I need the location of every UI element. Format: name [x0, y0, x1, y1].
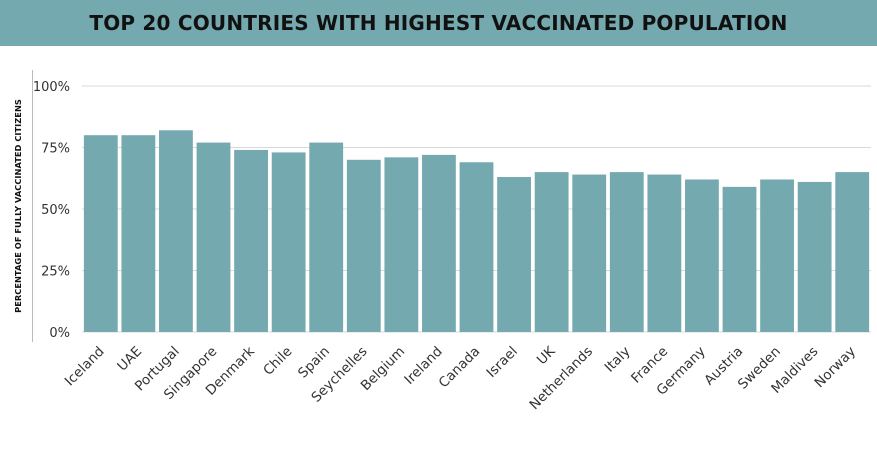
- bar: [83, 135, 118, 332]
- bar: [346, 159, 381, 332]
- y-tick-label: 100%: [33, 80, 70, 95]
- bar: [572, 174, 607, 332]
- bar: [797, 181, 832, 332]
- y-tick-label: 75%: [41, 142, 70, 157]
- bar: [271, 152, 306, 332]
- bar: [422, 154, 456, 332]
- bar: [609, 172, 644, 332]
- bar: [685, 179, 719, 332]
- bar: [647, 174, 682, 332]
- x-tick-label: Italy: [602, 344, 634, 376]
- bar: [159, 130, 193, 332]
- bar: [835, 172, 870, 332]
- title-bar: TOP 20 COUNTRIES WITH HIGHEST VACCINATED…: [0, 0, 877, 46]
- bar: [196, 142, 231, 332]
- y-tick-label: 25%: [41, 265, 70, 280]
- chart-title: TOP 20 COUNTRIES WITH HIGHEST VACCINATED…: [89, 11, 788, 35]
- y-axis-label-area: PERCENTAGE OF FULLY VACCINATED CITIZENS: [0, 70, 33, 342]
- x-tick-label: Israel: [483, 344, 520, 381]
- x-tick-label: UK: [534, 343, 559, 368]
- bar: [497, 177, 531, 332]
- bar: [760, 179, 794, 332]
- x-tick-label: Norway: [812, 344, 860, 392]
- y-tick-label: 50%: [41, 203, 70, 218]
- bar: [121, 135, 156, 332]
- y-tick-label: 0%: [49, 326, 70, 341]
- bar: [722, 186, 757, 332]
- bar: [534, 172, 569, 332]
- bar: [384, 157, 419, 332]
- bar: [309, 142, 344, 332]
- bar: [234, 149, 268, 332]
- bar: [459, 162, 494, 332]
- x-tick-label: Iceland: [62, 344, 108, 390]
- x-tick-label: UAE: [114, 344, 145, 375]
- x-tick-label: Chile: [260, 344, 295, 379]
- x-tick-label: Canada: [436, 344, 484, 392]
